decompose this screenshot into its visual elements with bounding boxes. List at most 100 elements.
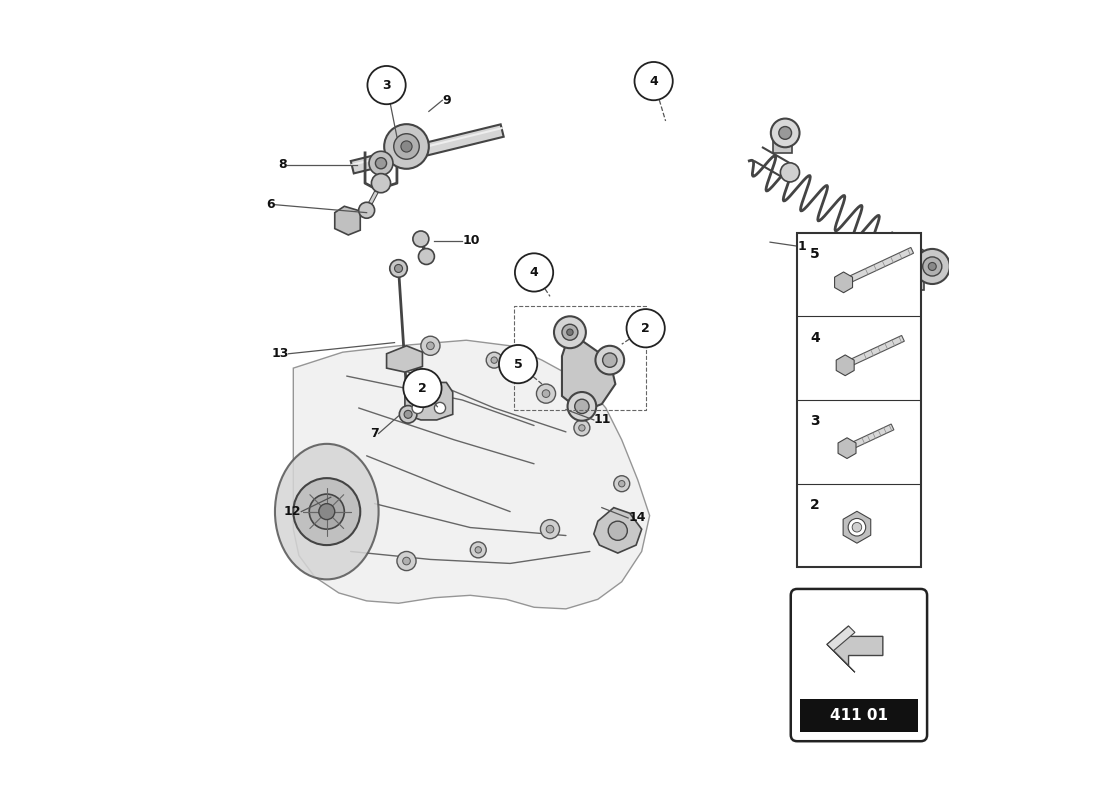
Circle shape xyxy=(394,134,419,159)
Circle shape xyxy=(923,257,942,276)
Circle shape xyxy=(294,478,361,545)
Text: 4: 4 xyxy=(810,330,820,345)
Circle shape xyxy=(412,231,429,247)
Polygon shape xyxy=(849,424,894,450)
Polygon shape xyxy=(912,273,924,290)
Text: 4: 4 xyxy=(649,74,658,88)
Circle shape xyxy=(367,66,406,104)
Circle shape xyxy=(848,518,866,536)
Circle shape xyxy=(574,399,590,414)
Circle shape xyxy=(579,425,585,431)
Text: 10: 10 xyxy=(462,234,480,247)
FancyBboxPatch shape xyxy=(791,589,927,742)
Polygon shape xyxy=(594,508,641,553)
Circle shape xyxy=(384,124,429,169)
Polygon shape xyxy=(846,247,914,283)
Circle shape xyxy=(537,384,556,403)
Circle shape xyxy=(618,481,625,487)
Circle shape xyxy=(319,504,334,519)
Text: 14: 14 xyxy=(628,511,646,525)
Polygon shape xyxy=(847,335,904,366)
Text: 5: 5 xyxy=(810,247,820,261)
Circle shape xyxy=(375,158,386,169)
Circle shape xyxy=(399,406,417,423)
Circle shape xyxy=(368,151,393,175)
Circle shape xyxy=(499,345,537,383)
Polygon shape xyxy=(843,511,871,543)
Polygon shape xyxy=(773,137,792,153)
Circle shape xyxy=(475,546,482,553)
Polygon shape xyxy=(386,346,422,372)
Text: 6: 6 xyxy=(266,198,275,211)
Text: 2: 2 xyxy=(418,382,427,394)
Polygon shape xyxy=(405,382,453,420)
Text: 3: 3 xyxy=(810,414,820,428)
FancyBboxPatch shape xyxy=(800,699,918,733)
Polygon shape xyxy=(836,355,855,376)
Circle shape xyxy=(562,324,578,340)
Circle shape xyxy=(397,551,416,570)
Circle shape xyxy=(471,542,486,558)
Circle shape xyxy=(400,141,412,152)
Circle shape xyxy=(608,521,627,540)
Circle shape xyxy=(418,249,434,265)
Ellipse shape xyxy=(275,444,378,579)
Circle shape xyxy=(915,249,949,284)
Text: 8: 8 xyxy=(278,158,287,171)
Circle shape xyxy=(635,62,673,100)
Circle shape xyxy=(491,357,497,363)
Polygon shape xyxy=(351,124,504,174)
Circle shape xyxy=(395,265,403,273)
Polygon shape xyxy=(562,332,615,412)
Circle shape xyxy=(372,174,390,193)
Circle shape xyxy=(852,522,861,532)
Polygon shape xyxy=(835,272,852,293)
Text: 13: 13 xyxy=(271,347,288,360)
Text: 4: 4 xyxy=(530,266,538,279)
Circle shape xyxy=(540,519,560,538)
Circle shape xyxy=(359,202,375,218)
Text: 11: 11 xyxy=(594,414,612,426)
Text: 411 01: 411 01 xyxy=(829,708,888,723)
Polygon shape xyxy=(827,626,883,666)
Circle shape xyxy=(779,126,792,139)
Polygon shape xyxy=(838,438,856,458)
Circle shape xyxy=(434,402,446,414)
Circle shape xyxy=(486,352,503,368)
Text: 7: 7 xyxy=(370,427,378,440)
Circle shape xyxy=(403,558,410,565)
Circle shape xyxy=(780,163,800,182)
Circle shape xyxy=(404,410,412,418)
Text: 2: 2 xyxy=(641,322,650,334)
Circle shape xyxy=(574,420,590,436)
Circle shape xyxy=(595,346,624,374)
Text: 3: 3 xyxy=(383,78,390,91)
Circle shape xyxy=(771,118,800,147)
Text: 9: 9 xyxy=(442,94,451,106)
Circle shape xyxy=(554,316,586,348)
Circle shape xyxy=(568,392,596,421)
Polygon shape xyxy=(882,232,937,274)
Circle shape xyxy=(389,260,407,278)
Text: 12: 12 xyxy=(284,505,301,518)
Circle shape xyxy=(614,476,629,492)
Circle shape xyxy=(515,254,553,291)
Polygon shape xyxy=(334,206,361,235)
Polygon shape xyxy=(827,644,855,672)
Polygon shape xyxy=(827,626,855,650)
Text: 2: 2 xyxy=(810,498,820,512)
Circle shape xyxy=(427,342,434,350)
Text: 5: 5 xyxy=(514,358,522,370)
Circle shape xyxy=(547,526,553,533)
Circle shape xyxy=(627,309,664,347)
Polygon shape xyxy=(294,340,650,609)
Circle shape xyxy=(566,329,573,335)
Text: 1: 1 xyxy=(798,240,806,253)
Circle shape xyxy=(603,353,617,367)
Circle shape xyxy=(412,402,424,414)
Circle shape xyxy=(542,390,550,398)
Circle shape xyxy=(404,369,441,407)
Circle shape xyxy=(309,494,344,529)
Circle shape xyxy=(421,336,440,355)
Circle shape xyxy=(928,262,936,270)
